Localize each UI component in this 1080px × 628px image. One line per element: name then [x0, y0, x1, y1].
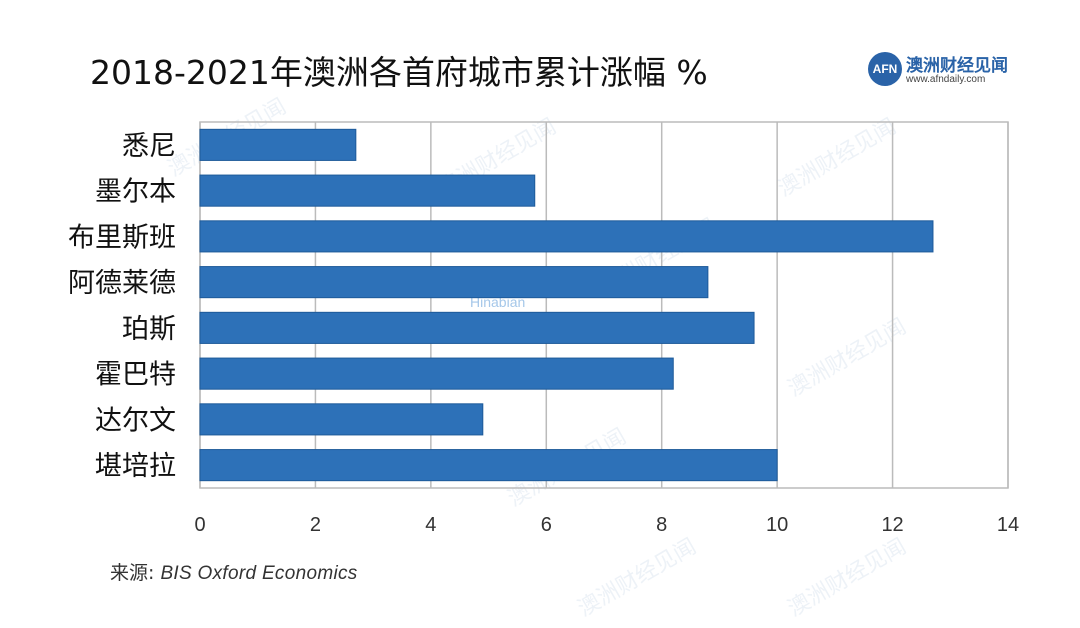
logo-name: 澳洲财经见闻 — [906, 56, 1008, 76]
category-label: 悉尼 — [122, 131, 176, 162]
source-note: 来源: BIS Oxford Economics — [110, 558, 358, 585]
bar — [199, 311, 755, 344]
x-tick-label: 0 — [194, 514, 205, 536]
bar — [199, 266, 709, 299]
bar — [199, 128, 357, 161]
x-tick-label: 6 — [541, 514, 552, 536]
x-tick-label: 10 — [766, 514, 788, 536]
category-label: 霍巴特 — [95, 360, 176, 391]
category-label: 堪培拉 — [95, 451, 176, 482]
x-tick-label: 4 — [425, 514, 436, 536]
chart-title: 2018-2021年澳洲各首府城市累计涨幅 % — [90, 53, 708, 92]
afn-logo: AFN 澳洲财经见闻 www.afndaily.com — [868, 52, 1038, 92]
category-label: 布里斯班 — [68, 222, 176, 253]
bar — [199, 357, 674, 390]
bar — [199, 449, 778, 482]
bar — [199, 220, 934, 253]
category-label: 珀斯 — [122, 314, 176, 345]
category-label: 阿德莱德 — [68, 268, 176, 299]
bar — [199, 174, 536, 207]
source-prefix: 来源: — [110, 562, 155, 584]
x-tick-label: 14 — [997, 514, 1019, 536]
x-tick-label: 2 — [310, 514, 321, 536]
logo-url: www.afndaily.com — [906, 74, 986, 85]
category-label: 达尔文 — [95, 405, 176, 436]
category-label: 墨尔本 — [95, 177, 176, 208]
x-tick-label: 8 — [656, 514, 667, 536]
afn-logo-icon: AFN — [868, 52, 902, 86]
x-tick-label: 12 — [881, 514, 903, 536]
bar — [199, 403, 484, 436]
source-name: BIS Oxford Economics — [160, 563, 358, 584]
